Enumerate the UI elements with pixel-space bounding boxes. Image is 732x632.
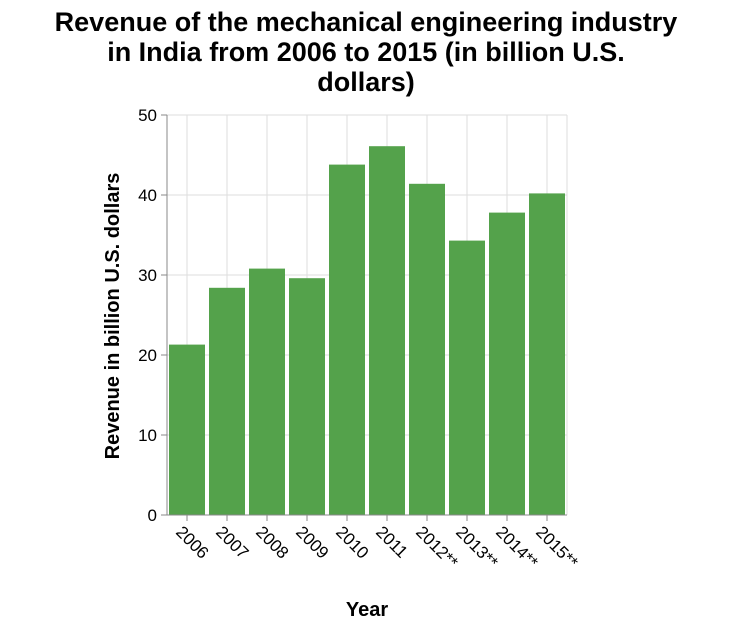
x-tick-label: 2014** bbox=[492, 522, 542, 572]
x-tick-label: 2009 bbox=[292, 522, 332, 562]
bar-2006 bbox=[169, 345, 205, 515]
x-tick-label: 2010 bbox=[332, 522, 372, 562]
bar-2008 bbox=[249, 269, 285, 515]
x-tick-label: 2013** bbox=[452, 522, 502, 572]
x-tick-label: 2008 bbox=[252, 522, 292, 562]
chart-title-line-1: Revenue of the mechanical engineering in… bbox=[55, 7, 678, 37]
y-axis-ticks: 0 10 20 30 40 50 bbox=[138, 106, 167, 525]
y-tick-label: 10 bbox=[138, 426, 157, 445]
x-tick-label: 2011 bbox=[372, 522, 411, 561]
y-tick-label: 40 bbox=[138, 186, 157, 205]
bar-2010 bbox=[329, 165, 365, 515]
bars bbox=[169, 146, 565, 515]
x-axis-ticks: 2006 2007 2008 2009 2010 2011 2012**2013**2014… bbox=[172, 515, 582, 572]
bar-2009 bbox=[289, 278, 325, 515]
x-tick-label: 2015** bbox=[532, 522, 582, 572]
y-axis-title: Revenue in billion U.S. dollars bbox=[102, 173, 124, 460]
bar-2007 bbox=[209, 288, 245, 515]
chart-title-line-3: dollars) bbox=[317, 67, 415, 97]
bar-2012 bbox=[409, 184, 445, 515]
y-tick-label: 0 bbox=[148, 506, 157, 525]
x-tick-label: 2006 bbox=[172, 522, 212, 562]
bar-2015 bbox=[529, 193, 565, 515]
x-tick-label: 2012** bbox=[412, 522, 462, 572]
bar-2014 bbox=[489, 213, 525, 515]
y-tick-label: 50 bbox=[138, 106, 157, 125]
bar-2011 bbox=[369, 146, 405, 515]
y-tick-label: 20 bbox=[138, 346, 157, 365]
y-tick-label: 30 bbox=[138, 266, 157, 285]
x-tick-label: 2007 bbox=[212, 522, 252, 562]
chart-title-line-2: in India from 2006 to 2015 (in billion U… bbox=[107, 37, 625, 67]
x-axis-title: Year bbox=[346, 599, 388, 621]
chart-title: Revenue of the mechanical engineering in… bbox=[55, 7, 678, 97]
bar-2013 bbox=[449, 241, 485, 515]
